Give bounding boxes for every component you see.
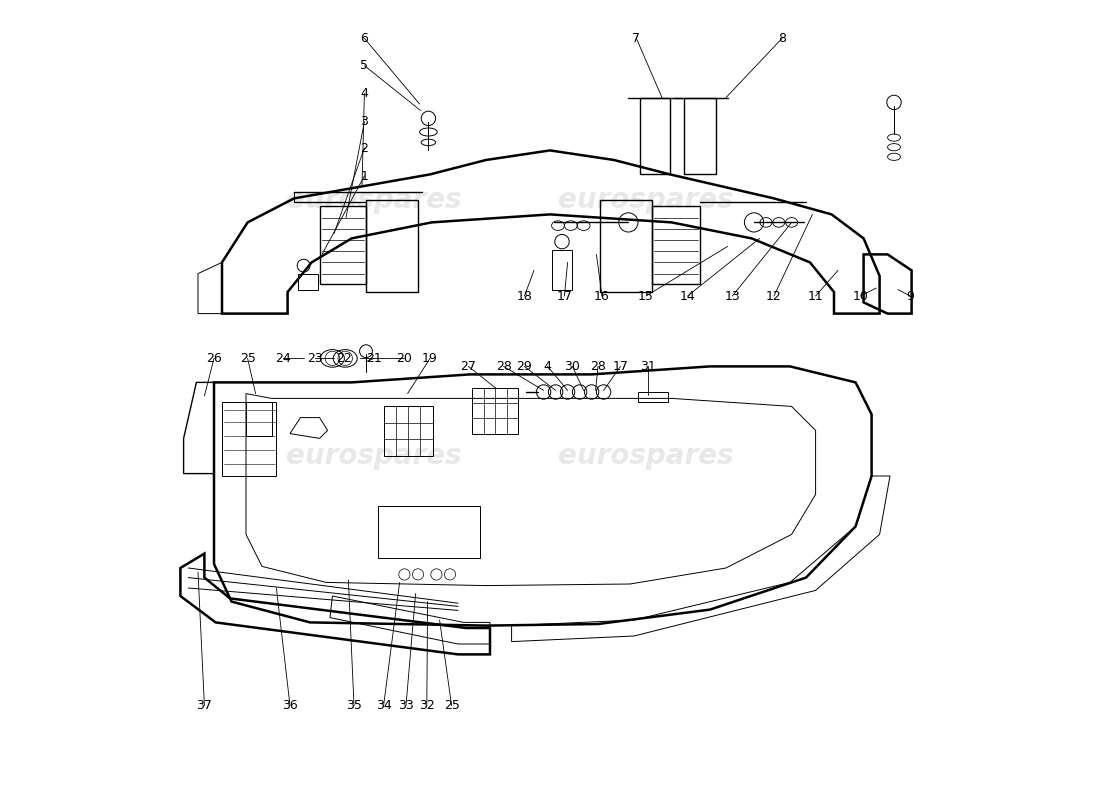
Text: 26: 26 <box>206 352 222 365</box>
Text: 20: 20 <box>396 352 412 365</box>
Text: 18: 18 <box>517 290 532 302</box>
Text: 17: 17 <box>557 290 572 302</box>
Text: 27: 27 <box>461 360 476 373</box>
Text: 3: 3 <box>361 115 368 128</box>
Text: 16: 16 <box>594 290 609 302</box>
Text: 10: 10 <box>852 290 868 302</box>
Text: 17: 17 <box>613 360 628 373</box>
Text: 32: 32 <box>419 699 435 712</box>
Text: 7: 7 <box>632 32 640 45</box>
Text: 25: 25 <box>240 352 255 365</box>
Text: 15: 15 <box>638 290 653 302</box>
Text: 29: 29 <box>517 360 532 373</box>
Text: 12: 12 <box>766 290 782 302</box>
Text: 4: 4 <box>543 360 551 373</box>
Text: 14: 14 <box>680 290 695 302</box>
Text: 25: 25 <box>443 699 460 712</box>
Text: eurospares: eurospares <box>558 186 734 214</box>
Text: 33: 33 <box>398 699 414 712</box>
Text: 28: 28 <box>496 360 512 373</box>
Text: 2: 2 <box>361 142 368 154</box>
Text: 23: 23 <box>307 352 322 365</box>
Text: 11: 11 <box>807 290 824 302</box>
Text: 34: 34 <box>376 699 392 712</box>
Text: 21: 21 <box>366 352 382 365</box>
Text: 13: 13 <box>725 290 740 302</box>
Text: 22: 22 <box>336 352 352 365</box>
Text: 28: 28 <box>590 360 606 373</box>
Text: 37: 37 <box>197 699 212 712</box>
Text: 6: 6 <box>361 32 368 45</box>
Text: 8: 8 <box>778 32 786 45</box>
Text: eurospares: eurospares <box>558 442 734 470</box>
Text: 4: 4 <box>361 87 368 100</box>
Text: eurospares: eurospares <box>286 442 462 470</box>
Text: eurospares: eurospares <box>286 186 462 214</box>
Text: 19: 19 <box>422 352 438 365</box>
Text: 30: 30 <box>564 360 581 373</box>
Text: 24: 24 <box>275 352 290 365</box>
Text: 35: 35 <box>346 699 362 712</box>
Text: 9: 9 <box>906 290 914 302</box>
Text: 36: 36 <box>282 699 298 712</box>
Text: 1: 1 <box>361 170 368 182</box>
Text: 5: 5 <box>361 59 368 72</box>
Text: 31: 31 <box>640 360 656 373</box>
